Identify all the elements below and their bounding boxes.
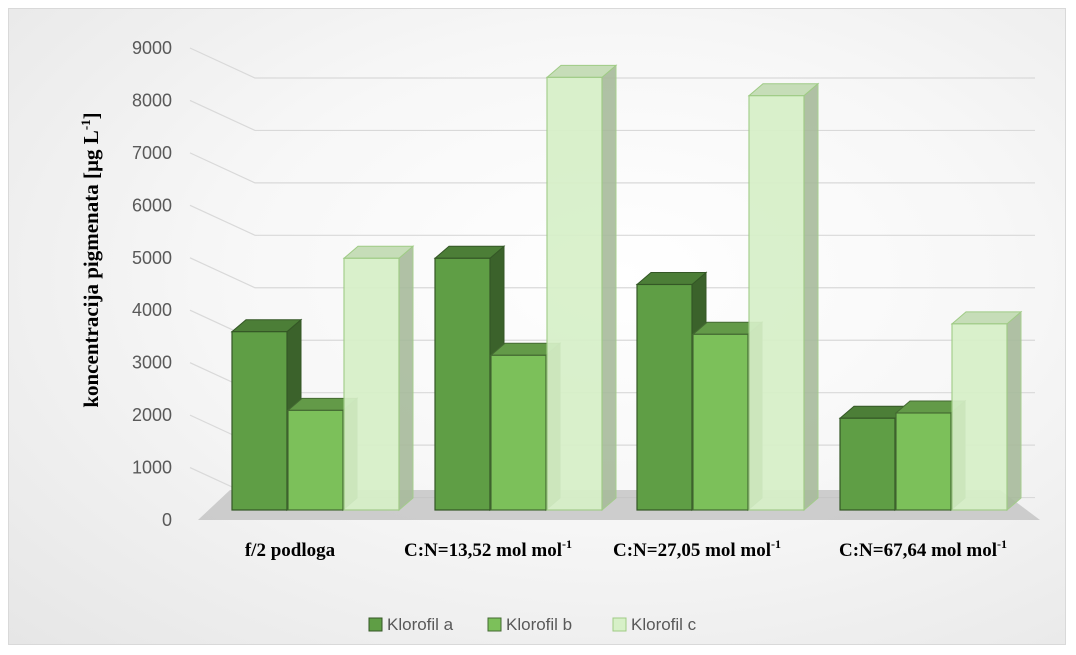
y-axis-title: koncentracija pigmenata [µg L-1] bbox=[78, 112, 103, 407]
bar-front bbox=[231, 331, 288, 511]
y-tick-label: 0 bbox=[162, 510, 172, 530]
bar-front bbox=[636, 283, 693, 511]
chart-frame bbox=[8, 8, 1066, 645]
gridline bbox=[189, 47, 1035, 79]
bar-front bbox=[546, 76, 603, 511]
legend-swatch bbox=[612, 617, 627, 632]
category-label: C:N=13,52 mol mol-1 bbox=[404, 537, 572, 561]
y-tick-label: 9000 bbox=[132, 38, 172, 58]
legend-label: Klorofil c bbox=[631, 615, 697, 634]
category-label: C:N=67,64 mol mol-1 bbox=[839, 537, 1007, 561]
bar-front bbox=[839, 417, 896, 511]
x-axis-categories: f/2 podloga C:N=13,52 mol mol-1 C:N=27,05 … bbox=[245, 537, 1007, 561]
category-label: f/2 podloga bbox=[245, 540, 336, 561]
bar bbox=[747, 82, 820, 512]
bar-side bbox=[1006, 310, 1022, 512]
legend-label: Klorofil b bbox=[506, 615, 572, 634]
legend-swatch bbox=[368, 617, 383, 632]
y-tick-label: 8000 bbox=[132, 90, 172, 110]
bar-front bbox=[692, 333, 749, 511]
bar-front bbox=[434, 257, 491, 511]
bar-front bbox=[343, 257, 400, 511]
bar-front bbox=[951, 323, 1008, 511]
bars bbox=[230, 64, 1023, 512]
bar bbox=[545, 64, 618, 512]
y-tick-label: 7000 bbox=[132, 143, 172, 163]
legend-label: Klorofil a bbox=[387, 615, 454, 634]
bar-front bbox=[748, 95, 805, 511]
legend-swatch bbox=[487, 617, 502, 632]
y-tick-label: 3000 bbox=[132, 353, 172, 373]
category-label: C:N=27,05 mol mol-1 bbox=[613, 537, 781, 561]
bar-front bbox=[490, 354, 547, 511]
legend: Klorofil a Klorofil b Klorofil c bbox=[368, 615, 697, 634]
bar bbox=[950, 310, 1023, 512]
bar-front bbox=[895, 412, 952, 511]
bar-side bbox=[601, 64, 617, 512]
bar-side bbox=[803, 82, 819, 512]
legend-item: Klorofil c bbox=[612, 615, 697, 634]
legend-item: Klorofil a bbox=[368, 615, 454, 634]
bar-side bbox=[398, 245, 414, 512]
y-tick-label: 5000 bbox=[132, 248, 172, 268]
legend-item: Klorofil b bbox=[487, 615, 572, 634]
y-tick-label: 6000 bbox=[132, 195, 172, 215]
y-tick-label: 4000 bbox=[132, 300, 172, 320]
bar-front bbox=[287, 409, 344, 511]
y-tick-label: 1000 bbox=[132, 458, 172, 478]
bar bbox=[342, 245, 415, 512]
y-tick-label: 2000 bbox=[132, 405, 172, 425]
y-axis-ticks: 0 1000 2000 3000 4000 5000 6000 7000 8000 9000 bbox=[132, 38, 172, 530]
